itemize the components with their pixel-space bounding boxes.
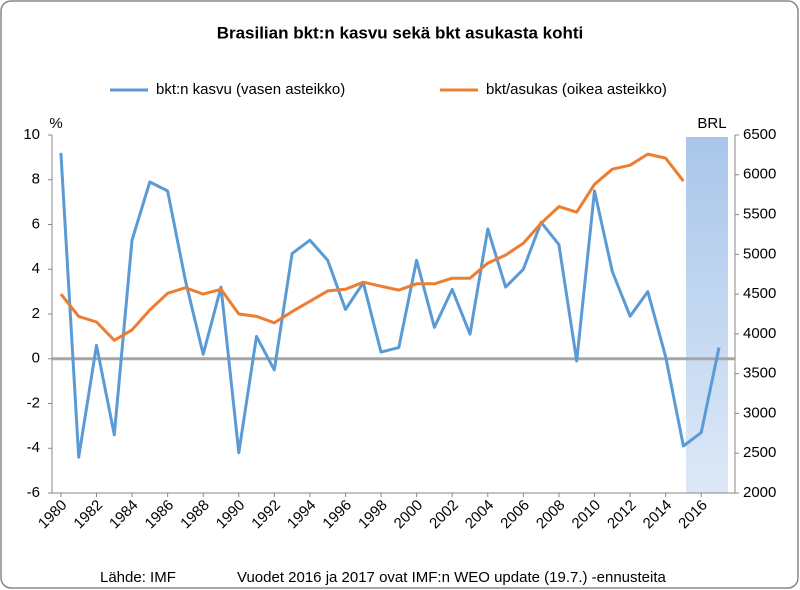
y2-tick-label: 3500 bbox=[743, 365, 776, 382]
y-tick-label: -6 bbox=[27, 484, 40, 501]
y2-tick-label: 5500 bbox=[743, 206, 776, 223]
y2-tick-label: 4000 bbox=[743, 325, 776, 342]
y2-tick-label: 4500 bbox=[743, 285, 776, 302]
y-tick-label: 4 bbox=[32, 260, 40, 277]
chart-title: Brasilian bkt:n kasvu sekä bkt asukasta … bbox=[217, 23, 584, 42]
y-tick-label: 8 bbox=[32, 171, 40, 188]
y-tick-label: 10 bbox=[23, 126, 40, 143]
y-axis-label: % bbox=[49, 115, 62, 132]
series-line bbox=[59, 152, 685, 342]
series-line bbox=[59, 152, 721, 459]
y2-tick-label: 6500 bbox=[743, 126, 776, 143]
footer-note: Vuodet 2016 ja 2017 ovat IMF:n WEO updat… bbox=[237, 569, 667, 586]
legend-label: bkt:n kasvu (vasen asteikko) bbox=[156, 81, 345, 98]
y-tick-label: 6 bbox=[32, 215, 40, 232]
y-tick-label: 0 bbox=[32, 350, 40, 367]
y2-axis-label: BRL bbox=[697, 115, 726, 132]
y-tick-label: -2 bbox=[27, 394, 40, 411]
y2-tick-label: 2000 bbox=[743, 484, 776, 501]
y-tick-label: 2 bbox=[32, 305, 40, 322]
y2-tick-label: 3000 bbox=[743, 404, 776, 421]
y2-tick-label: 2500 bbox=[743, 444, 776, 461]
footer-source: Lähde: IMF bbox=[100, 569, 176, 586]
y2-tick-label: 6000 bbox=[743, 166, 776, 183]
forecast-shade bbox=[686, 137, 728, 493]
legend-label: bkt/asukas (oikea asteikko) bbox=[486, 81, 667, 98]
y-tick-label: -4 bbox=[27, 439, 40, 456]
y2-tick-label: 5000 bbox=[743, 245, 776, 262]
